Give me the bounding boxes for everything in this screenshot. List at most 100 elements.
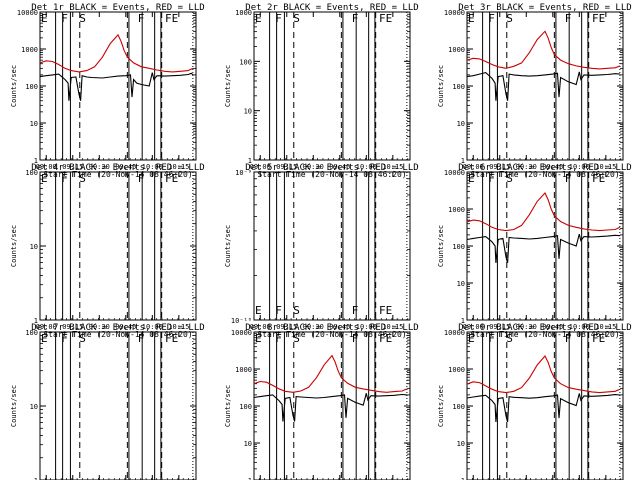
series-lld-line bbox=[466, 192, 621, 232]
series-events-line bbox=[466, 233, 620, 264]
x-tick-label: 10:15 bbox=[382, 163, 403, 171]
y-tick-label: 1000 bbox=[448, 46, 465, 54]
y-tick-label: 10000 bbox=[17, 9, 38, 17]
y-tick-label: 100 bbox=[239, 58, 252, 66]
series-lld-line bbox=[466, 355, 621, 394]
y-tick-label: 1 bbox=[461, 157, 465, 165]
flag-label: F bbox=[488, 172, 495, 185]
y-tick-label: 10 bbox=[457, 120, 465, 128]
flag-label: E bbox=[255, 12, 262, 25]
y-axis-title: Counts/sec bbox=[224, 225, 232, 267]
x-tick-label: 09:45 bbox=[329, 323, 350, 331]
y-tick-label: 1000 bbox=[235, 366, 252, 374]
panel-det-7: Det 7r BLACK = Events, RED = LLD11010009… bbox=[10, 323, 205, 480]
panel-det-6: Det 6r BLACK = Events, RED = LLD 1 10 100 10… bbox=[437, 163, 632, 339]
y-tick-label: 10 bbox=[30, 403, 38, 411]
x-tick-label: 09:30 bbox=[303, 323, 324, 331]
y-tick-label: 10 bbox=[457, 280, 465, 288]
flag-label: E bbox=[41, 332, 48, 345]
flag-label: E bbox=[255, 304, 262, 317]
x-axis-title: Start Time (20-Nov-14 08:46:20) bbox=[43, 330, 192, 339]
x-tick-label: 09:00 bbox=[36, 163, 57, 171]
flag-label: F bbox=[61, 12, 68, 25]
flag-label: F bbox=[275, 332, 282, 345]
y-axis-title: Counts/sec bbox=[437, 385, 445, 427]
flag-label: E bbox=[468, 332, 475, 345]
y-tick-label: 10 bbox=[457, 440, 465, 448]
flag-label: FE bbox=[165, 172, 178, 185]
flag-label: F bbox=[565, 172, 572, 185]
flag-label: F bbox=[488, 332, 495, 345]
x-tick-label: 10:00 bbox=[569, 163, 590, 171]
flag-label: S bbox=[506, 332, 513, 345]
y-tick-label: 10000 bbox=[444, 169, 465, 177]
x-tick-label: 10:00 bbox=[356, 323, 377, 331]
y-tick-label: 1000 bbox=[448, 366, 465, 374]
panel-det-3: Det 3r BLACK = Events, RED = LLD 1 10 100 10… bbox=[437, 3, 632, 179]
flag-label: S bbox=[293, 12, 300, 25]
panel-det-1: Det 1r BLACK = Events, RED = LLD 1 10 100 10… bbox=[10, 3, 205, 179]
plot-frame bbox=[39, 331, 197, 480]
x-tick-label: 09:45 bbox=[115, 323, 136, 331]
y-tick-label: 10⁻¹⁰ bbox=[231, 317, 252, 325]
y-tick-label: 10 bbox=[30, 243, 38, 251]
flag-label: E bbox=[255, 332, 262, 345]
plot-frame bbox=[253, 171, 411, 321]
series-events-line bbox=[466, 393, 620, 423]
y-tick-label: 100 bbox=[25, 169, 38, 177]
y-tick-label: 1 bbox=[34, 477, 38, 480]
flag-label: F bbox=[565, 12, 572, 25]
x-tick-label: 10:00 bbox=[569, 323, 590, 331]
y-axis-title: Counts/sec bbox=[10, 385, 18, 427]
x-tick-label: 09:00 bbox=[463, 163, 484, 171]
flag-label: F bbox=[138, 332, 145, 345]
x-tick-label: 10:15 bbox=[595, 163, 616, 171]
flag-label: S bbox=[506, 12, 513, 25]
x-tick-label: 09:45 bbox=[542, 323, 563, 331]
flag-label: F bbox=[61, 172, 68, 185]
flag-label: F bbox=[352, 12, 359, 25]
y-tick-label: 1 bbox=[34, 157, 38, 165]
panel-title: Det 6r BLACK = Events, RED = LLD bbox=[458, 163, 631, 173]
flag-label: F bbox=[565, 332, 572, 345]
y-tick-label: 10000 bbox=[444, 9, 465, 17]
x-axis-title: Start Time (20-Nov-14 08:46:20) bbox=[43, 170, 192, 179]
plot-frame bbox=[466, 11, 624, 161]
plot-frame bbox=[39, 171, 197, 321]
x-tick-label: 09:15 bbox=[489, 323, 510, 331]
flag-label: FE bbox=[379, 304, 392, 317]
flag-label: F bbox=[275, 12, 282, 25]
x-tick-label: 10:00 bbox=[356, 163, 377, 171]
series-lld-line bbox=[39, 33, 194, 73]
y-tick-label: 100 bbox=[452, 243, 465, 251]
flag-label: S bbox=[293, 304, 300, 317]
y-axis-title: Counts/sec bbox=[10, 225, 18, 267]
plot-frame bbox=[253, 11, 411, 161]
flag-label: F bbox=[61, 332, 68, 345]
x-tick-label: 09:00 bbox=[463, 323, 484, 331]
flag-label: E bbox=[468, 172, 475, 185]
flag-label: E bbox=[41, 172, 48, 185]
x-axis-title: Start Time (20-Nov-14 08:46:20) bbox=[257, 170, 406, 179]
x-axis-title: Start Time (20-Nov-14 08:46:20) bbox=[257, 330, 406, 339]
flag-label: FE bbox=[592, 12, 605, 25]
y-tick-label: 10 bbox=[30, 120, 38, 128]
panel-title: Det 9r BLACK = Events, RED = LLD bbox=[458, 323, 631, 333]
flag-label: F bbox=[138, 12, 145, 25]
y-tick-label: 10000 bbox=[444, 329, 465, 337]
x-tick-label: 09:15 bbox=[62, 323, 83, 331]
x-tick-label: 10:15 bbox=[382, 323, 403, 331]
x-tick-label: 09:30 bbox=[303, 163, 324, 171]
y-tick-label: 100 bbox=[25, 83, 38, 91]
x-axis-title: Start Time (20-Nov-14 08:46:20) bbox=[470, 170, 619, 179]
y-tick-label: 1000 bbox=[235, 9, 252, 17]
panel-title: Det 8r BLACK = Events, RED = LLD bbox=[245, 323, 418, 333]
flag-label: E bbox=[468, 12, 475, 25]
plot-frame bbox=[253, 331, 411, 480]
panel-title: Det 7r BLACK = Events, RED = LLD bbox=[31, 323, 204, 333]
x-tick-label: 09:45 bbox=[329, 163, 350, 171]
panel-title: Det 1r BLACK = Events, RED = LLD bbox=[31, 3, 204, 13]
panel-title: Det 5r BLACK = Events, RED = LLD bbox=[245, 163, 418, 173]
panel-title: Det 2r BLACK = Events, RED = LLD bbox=[245, 3, 418, 13]
flag-label: S bbox=[506, 172, 513, 185]
